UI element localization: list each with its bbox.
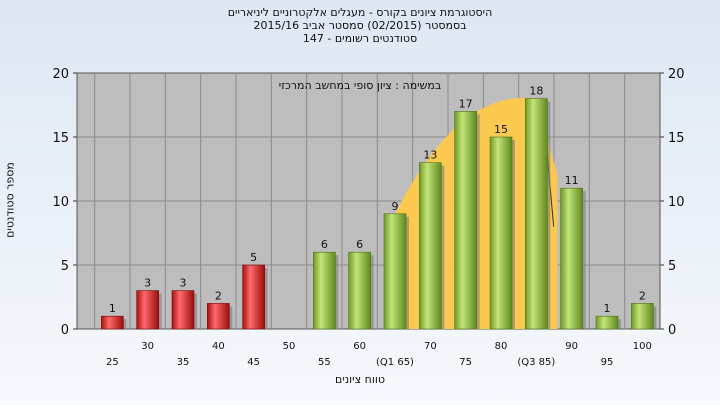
- data-label-45: 5: [250, 251, 257, 264]
- bar-40: [207, 303, 230, 330]
- y-tick-label-right: 5: [668, 259, 676, 274]
- x-tick-label-55: 55: [318, 357, 331, 368]
- title-line-3: סטודנטים רשומים - 147: [302, 32, 418, 45]
- data-label-65: 9: [392, 200, 399, 213]
- chart-title: היסטוגרמת ציונים בקורס - מעגלים אלקטרוני…: [0, 6, 720, 45]
- data-label-100: 2: [639, 289, 646, 302]
- data-label-85: 18: [529, 85, 543, 98]
- data-label-40: 2: [215, 289, 222, 302]
- x-tick-label-45: 45: [247, 357, 260, 368]
- x-axis: 25 30 35 40 45 50 55 60 (Q1 65) 70 75 80 (Q3 85) 90 95…: [106, 341, 652, 368]
- bar-65: [383, 213, 407, 330]
- bar-35: [171, 290, 195, 330]
- data-label-35: 3: [180, 277, 187, 290]
- bar-100: [631, 303, 654, 330]
- y-tick-label-left: 15: [52, 131, 69, 146]
- data-label-70: 13: [423, 149, 437, 162]
- x-tick-label-30: 30: [141, 341, 154, 352]
- bar-75: [454, 111, 477, 330]
- x-tick-label-95: 95: [601, 357, 614, 368]
- bar-85: [525, 98, 548, 330]
- x-axis-label: טווח ציונים: [335, 373, 385, 386]
- y-axis-right: 0 5 10 15 20: [660, 67, 685, 338]
- title-line-1: היסטוגרמת ציונים בקורס - מעגלים אלקטרוני…: [227, 6, 493, 19]
- data-label-90: 11: [565, 174, 579, 187]
- y-tick-label-right: 10: [668, 195, 685, 210]
- data-label-80: 15: [494, 123, 508, 136]
- x-tick-label-40: 40: [212, 341, 225, 352]
- y-axis-left: 0 5 10 15 20: [52, 67, 77, 338]
- y-tick-label-left: 5: [61, 259, 69, 274]
- bar-70: [419, 162, 442, 330]
- bar-25: [101, 315, 124, 330]
- data-label-60: 6: [356, 238, 363, 251]
- bars: [101, 98, 657, 330]
- x-tick-label-50: 50: [283, 341, 296, 352]
- bar-80: [489, 136, 513, 330]
- x-tick-label-35: 35: [177, 357, 190, 368]
- bar-45: [242, 264, 265, 330]
- x-tick-label-75: 75: [459, 357, 472, 368]
- bar-90: [560, 187, 583, 330]
- bar-55: [313, 251, 336, 330]
- y-tick-label-right: 15: [668, 131, 685, 146]
- y-tick-label-left: 20: [52, 67, 69, 82]
- data-label-95: 1: [604, 302, 611, 315]
- x-tick-label-70: 70: [424, 341, 437, 352]
- bar-95: [595, 315, 619, 330]
- x-tick-label-65: (Q1 65): [376, 357, 414, 368]
- title-line-2: בסמסטר (02/2015) סמסטר אביב 2015/16: [253, 19, 467, 32]
- y-axis-label: מספר סטודנטים: [3, 162, 17, 238]
- x-tick-label-25: 25: [106, 357, 119, 368]
- x-tick-label-80: 80: [495, 341, 508, 352]
- x-tick-label-60: 60: [353, 341, 366, 352]
- y-tick-label-right: 0: [668, 323, 676, 338]
- y-tick-label-left: 0: [61, 323, 69, 338]
- data-label-30: 3: [144, 277, 151, 290]
- chart-annotation: במשימה : ציון סופי במחשב המרכזי: [279, 79, 442, 92]
- data-label-55: 6: [321, 238, 328, 251]
- y-tick-label-left: 10: [52, 195, 69, 210]
- bar-60: [348, 251, 371, 330]
- data-label-25: 1: [109, 302, 116, 315]
- data-label-75: 17: [459, 97, 473, 110]
- x-tick-label-90: 90: [565, 341, 578, 352]
- bar-30: [136, 290, 159, 330]
- x-tick-label-85: (Q3 85): [517, 357, 555, 368]
- x-tick-label-100: 100: [633, 341, 652, 352]
- y-tick-label-right: 20: [668, 67, 685, 82]
